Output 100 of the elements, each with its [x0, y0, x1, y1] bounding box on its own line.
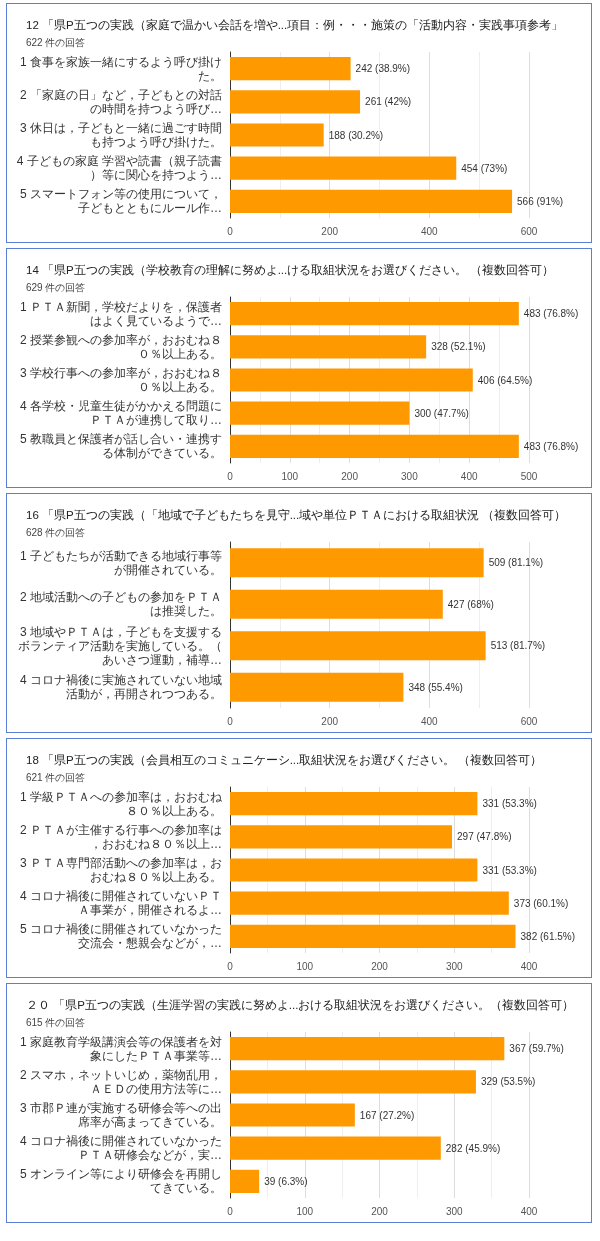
x-tick-label: 0: [227, 960, 234, 972]
x-tick-label: 200: [321, 715, 339, 727]
x-tick-label: 400: [420, 715, 439, 727]
x-tick-label: 300: [445, 960, 464, 972]
y-tick-label: 2 地域活動への子どもの参加をＰＴＡは推奨した。: [19, 590, 222, 619]
bar: [230, 335, 427, 359]
text: 628 件の回答: [26, 526, 86, 538]
bar: [230, 90, 361, 114]
x-tick-label: 600: [520, 225, 538, 237]
x-tick-label: 200: [341, 470, 359, 482]
x-tick-label: 600: [520, 715, 538, 727]
data-label: 427 (68%): [447, 598, 494, 610]
y-tick-label: 2 ＰＴＡが主催する行事への参加率は，おおむね８０％以上…: [19, 822, 222, 851]
x-tick-label: 400: [520, 960, 538, 972]
bar: [230, 189, 513, 214]
bar: [230, 1169, 260, 1194]
y-tick-label: 3 市郡Ｐ連が実施する研修会等への出席率が高まってきている。: [19, 1101, 222, 1129]
bar: [230, 156, 457, 180]
bar: [230, 589, 443, 619]
data-label: 483 (76.8%): [523, 308, 579, 320]
data-label: 348 (55.4%): [408, 681, 463, 693]
bar: [230, 301, 519, 326]
bar: [230, 401, 410, 425]
chart-title: 14 「県P五つの実践（学校教育の理解に努めよ...ける取組状況をお選びください。 （複数回答可）: [26, 263, 555, 277]
chart-title: 16 「県P五つの実践（「地域で子どもたちを見守...域や単位ＰＴＡにおける取組状況 （複数回答可）: [26, 508, 567, 522]
chart-title: 12 「県P五つの実践（家庭で温かい会話を増や...項目：例・・・施策の「活動内容・実践事項参考」: [26, 18, 564, 32]
y-tick-label: 4 子どもの家庭 学習や読書（親子読書）等に関心を持つよう…: [16, 154, 222, 183]
x-tick-label: 200: [321, 225, 339, 237]
bar: [230, 858, 478, 882]
bar: [230, 56, 351, 81]
chart-title: 18 「県P五つの実践（会員相互のコミュニケーシ...取組状況をお選びください。 （複数回答可）: [26, 753, 543, 767]
x-tick-label: 300: [445, 1205, 464, 1217]
data-label: 242 (38.9%): [355, 63, 411, 75]
y-tick-label: 1 学級ＰＴＡへの参加率は，おおむね８０％以上ある。: [19, 789, 223, 818]
data-label: 188 (30.2%): [328, 129, 384, 141]
x-tick-label: 300: [401, 470, 419, 482]
bar: [230, 548, 484, 578]
y-tick-label: 1 食事を家族一緒にするよう呼び掛けた。: [19, 54, 222, 83]
y-tick-label: 3 地域やＰＴＡは，子どもを支援するボランティア活動を実施している。（あいさつ運動，補導…: [18, 624, 222, 667]
text: 621 件の回答: [26, 771, 86, 783]
data-label: 382 (61.5%): [520, 930, 576, 942]
y-tick-label: 4 コロナ禍後に開催されていないＰＴＡ事業が，開催されるよ…: [19, 889, 222, 918]
bar: [230, 825, 453, 849]
data-label: 373 (60.1%): [513, 897, 569, 909]
bar: [230, 891, 509, 915]
bar: [230, 123, 324, 147]
data-label: 454 (73%): [461, 162, 508, 174]
x-tick-label: 400: [520, 1205, 538, 1217]
x-tick-label: 200: [371, 1205, 389, 1217]
bar: [230, 434, 519, 459]
bar: [230, 1036, 505, 1061]
data-label: 331 (53.3%): [482, 798, 537, 810]
x-tick-label: 100: [281, 470, 299, 482]
y-tick-label: 1 子どもたちが活動できる地域行事等が開催されている。: [19, 548, 222, 577]
data-label: 331 (53.3%): [482, 864, 537, 876]
text: 622 件の回答: [26, 36, 86, 48]
y-tick-label: 5 オンライン等により研修会を再開してきている。: [19, 1167, 222, 1196]
y-tick-label: 3 学校行事への参加率が，おおむね８０％以上ある。: [19, 366, 222, 394]
data-label: 297 (47.8%): [457, 831, 512, 843]
y-tick-label: 2 スマホ，ネットいじめ，薬物乱用，ＡＥＤの使用方法等に…: [19, 1067, 222, 1096]
bar: [230, 1070, 476, 1094]
y-tick-label: 2 授業参観への参加率が，おおむね８０％以上ある。: [19, 332, 222, 361]
x-tick-label: 0: [227, 225, 234, 237]
data-label: 406 (64.5%): [477, 374, 533, 386]
bar: [230, 791, 478, 816]
data-label: 566 (91%): [517, 195, 564, 207]
x-tick-label: 0: [227, 1205, 234, 1217]
bar: [230, 631, 486, 661]
bar: [230, 924, 516, 949]
data-label: 300 (47.7%): [414, 407, 469, 419]
x-tick-label: 200: [371, 960, 389, 972]
text: 615 件の回答: [26, 1016, 86, 1028]
chart-title: ２０ 「県P五つの実践（生涯学習の実践に努めよ...おける取組状況をお選びください。（複数回答可）: [26, 998, 575, 1012]
data-label: 328 (52.1%): [431, 341, 486, 353]
y-tick-label: 3 ＰＴＡ専門部活動への参加率は，おおむね８０％以上ある。: [19, 856, 222, 884]
y-tick-label: 4 コロナ禍後に実施されていない地域活動が，再開されつつある。: [19, 673, 222, 702]
y-tick-label: 4 コロナ禍後に開催されていなかったＰＴＡ研修会などが，実…: [19, 1134, 222, 1163]
y-tick-label: 5 コロナ禍後に開催されていなかった交流会・懇親会などが，…: [19, 922, 222, 951]
data-label: 513 (81.7%): [490, 640, 546, 652]
data-label: 367 (59.7%): [509, 1043, 564, 1055]
data-label: 167 (27.2%): [359, 1109, 415, 1121]
data-label: 329 (53.5%): [480, 1076, 536, 1088]
x-tick-label: 500: [520, 470, 538, 482]
bar: [230, 368, 473, 392]
bar: [230, 1136, 441, 1160]
x-tick-label: 400: [460, 470, 478, 482]
y-tick-label: 1 家庭教育学級講演会等の保護者を対象にしたＰＴＡ事業等…: [19, 1034, 222, 1063]
text: 629 件の回答: [26, 281, 86, 293]
x-tick-label: 400: [420, 225, 439, 237]
x-tick-label: 0: [227, 470, 234, 482]
x-tick-label: 100: [296, 960, 314, 972]
data-label: 483 (76.8%): [523, 440, 579, 452]
y-tick-label: 5 スマートフォン等の使用について，子どもとともにルール作…: [19, 187, 222, 216]
y-tick-label: 4 各学校・児童生徒がかかえる問題にＰＴＡが連携して取り…: [19, 399, 222, 428]
bar: [230, 672, 404, 702]
x-tick-label: 100: [296, 1205, 314, 1217]
y-tick-label: 5 教職員と保護者が話し合い・連携する体制ができている。: [19, 432, 222, 461]
data-label: 39 (6.3%): [264, 1175, 308, 1187]
x-tick-label: 0: [227, 715, 234, 727]
data-label: 282 (45.9%): [445, 1142, 501, 1154]
